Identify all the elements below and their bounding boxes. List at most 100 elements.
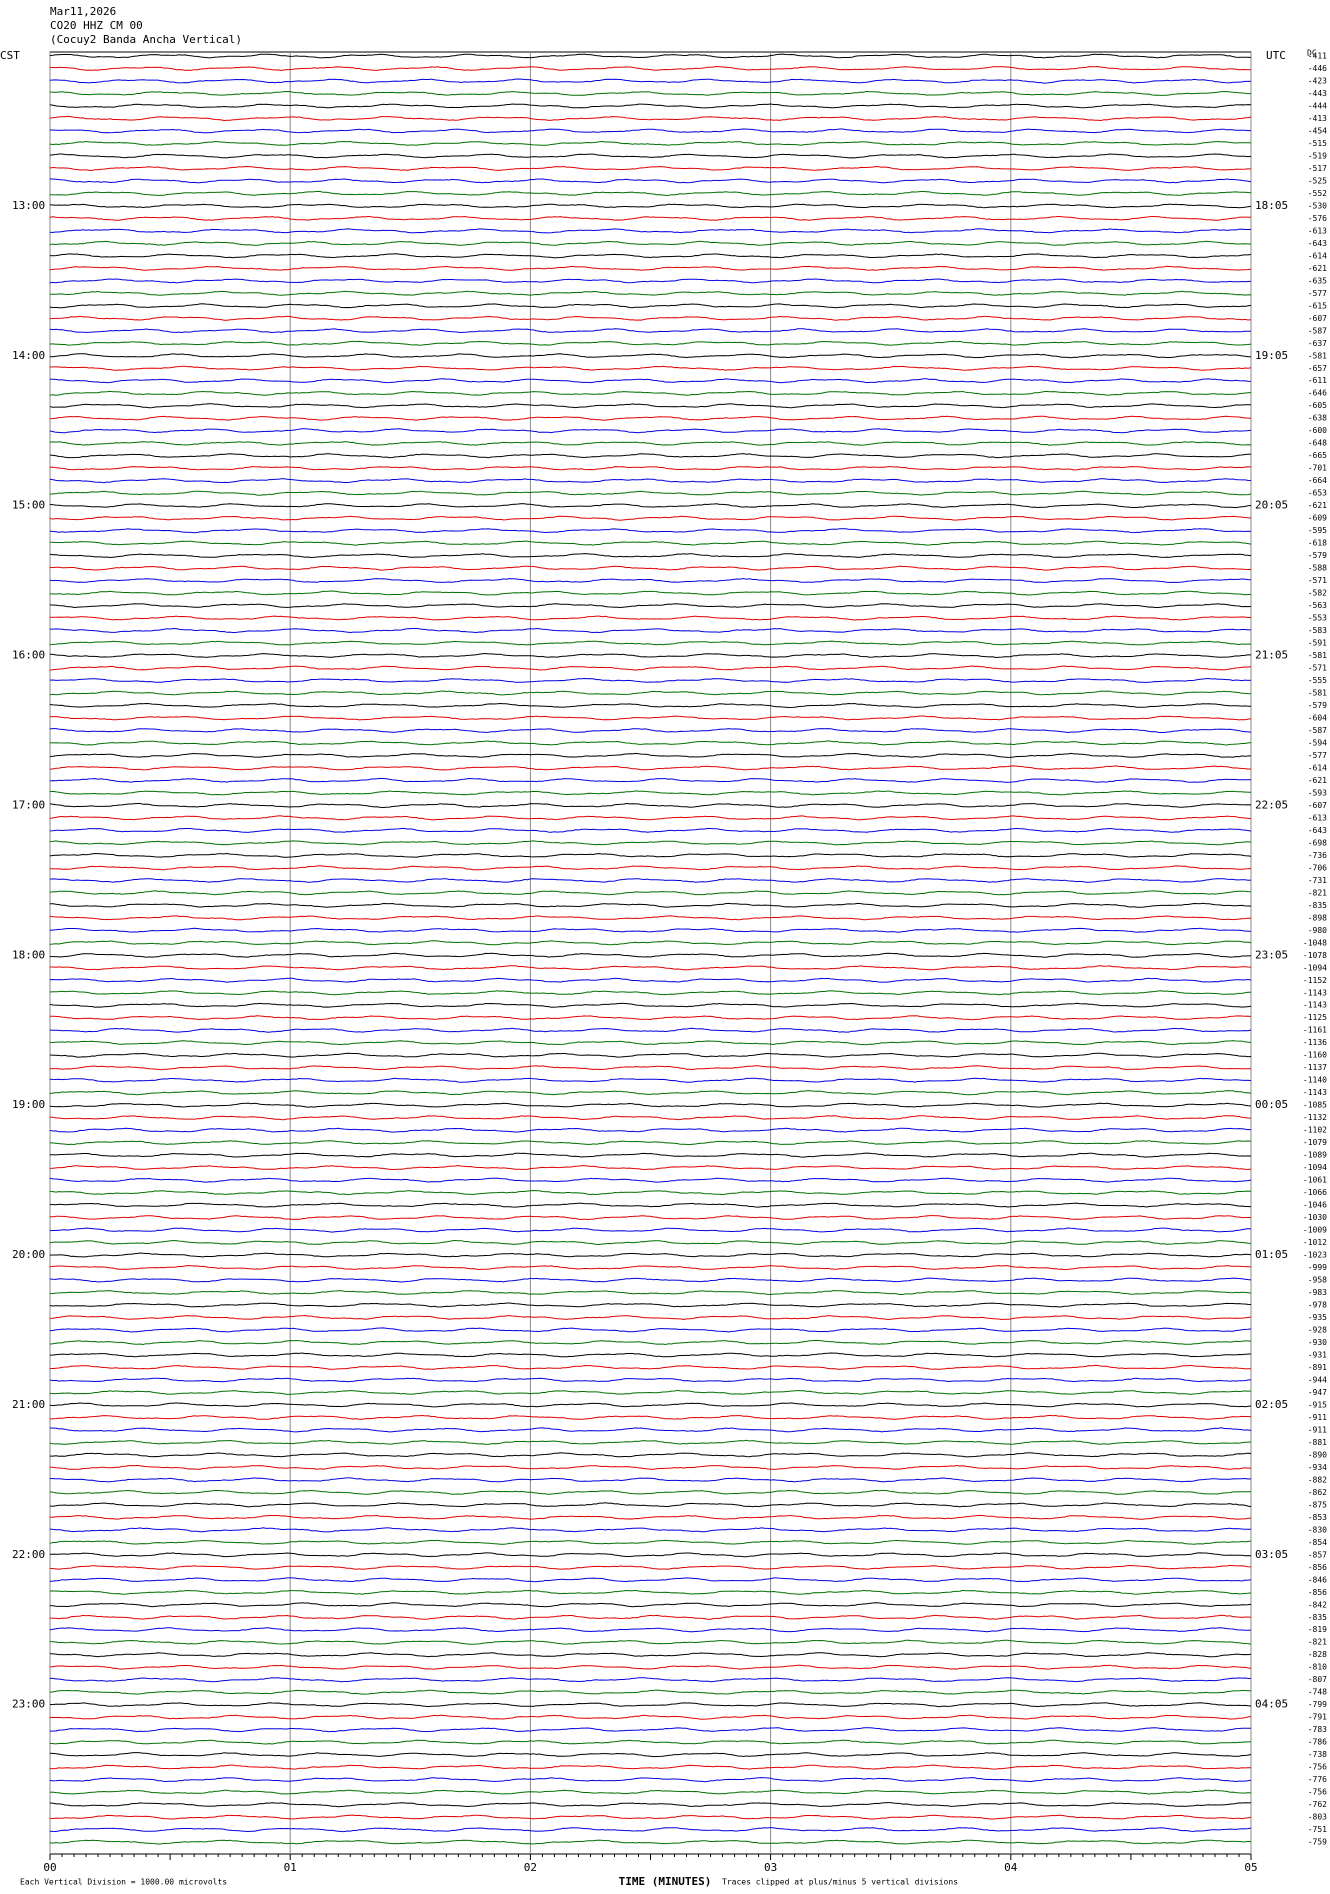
trace — [50, 902, 1252, 908]
trace-offset-label: -615 — [1308, 301, 1327, 310]
cst-hour-label: 16:00 — [12, 649, 45, 662]
trace — [49, 1814, 1252, 1820]
trace — [49, 1327, 1252, 1333]
trace — [49, 927, 1252, 933]
trace-offset-label: -756 — [1308, 1763, 1327, 1772]
trace-offset-label: -563 — [1308, 601, 1327, 610]
trace-offset-label: -854 — [1308, 1538, 1327, 1547]
trace — [49, 790, 1252, 796]
trace — [49, 1090, 1252, 1096]
trace-offset-label: -581 — [1308, 688, 1327, 697]
trace-offset-label: -915 — [1308, 1400, 1327, 1409]
trace-offset-label: -1161 — [1303, 1026, 1327, 1035]
trace-offset-label: -444 — [1308, 101, 1327, 110]
header-description: (Cocuy2 Banda Ancha Vertical) — [50, 33, 242, 46]
trace-offset-label: -935 — [1308, 1313, 1327, 1322]
trace-offset-label: -1030 — [1303, 1213, 1327, 1222]
trace-offset-label: -665 — [1308, 451, 1327, 460]
trace-offset-label: -579 — [1308, 551, 1327, 560]
trace-offset-label: -637 — [1308, 339, 1327, 348]
trace — [50, 1452, 1252, 1458]
trace-offset-label: -862 — [1308, 1488, 1327, 1497]
trace — [49, 1764, 1251, 1770]
trace-offset-label: -810 — [1308, 1663, 1327, 1672]
utc-hour-label: 20:05 — [1255, 499, 1288, 512]
trace — [49, 1552, 1252, 1558]
trace — [49, 490, 1252, 496]
trace-offset-label: -776 — [1308, 1775, 1327, 1784]
trace — [49, 890, 1252, 896]
trace-offset-label: -930 — [1308, 1338, 1327, 1347]
utc-hour-label: 19:05 — [1255, 349, 1288, 362]
trace — [49, 1202, 1252, 1208]
trace-offset-label: -581 — [1308, 651, 1327, 660]
trace-offset-label: -738 — [1308, 1750, 1327, 1759]
trace — [49, 278, 1252, 284]
trace-offset-label: -1140 — [1303, 1076, 1327, 1085]
x-tick-label: 05 — [1244, 1861, 1257, 1874]
trace — [49, 1564, 1252, 1570]
trace-offset-label: -1079 — [1303, 1138, 1327, 1147]
trace-offset-label: -803 — [1308, 1813, 1327, 1822]
trace — [49, 140, 1252, 146]
trace — [49, 728, 1252, 734]
trace-offset-label: -928 — [1308, 1325, 1327, 1334]
trace-offset-label: -638 — [1308, 414, 1327, 423]
trace-offset-label: -958 — [1308, 1276, 1327, 1285]
trace-offset-label: -446 — [1308, 64, 1327, 73]
trace-offset-label: -819 — [1308, 1625, 1327, 1634]
trace-offset-label: -1143 — [1303, 1001, 1327, 1010]
trace-offset-label: -423 — [1308, 76, 1327, 85]
trace-offset-label: -791 — [1308, 1713, 1327, 1722]
utc-hour-label: 23:05 — [1255, 948, 1288, 961]
trace-offset-label: -1078 — [1303, 951, 1327, 960]
trace-offset-label: -600 — [1308, 426, 1327, 435]
trace — [49, 553, 1252, 559]
trace-offset-label: -842 — [1308, 1600, 1327, 1609]
trace — [49, 1389, 1252, 1395]
trace-offset-label: -1085 — [1303, 1101, 1327, 1110]
trace-offset-label: -857 — [1308, 1550, 1327, 1559]
trace — [50, 1352, 1252, 1358]
trace-offset-label: -762 — [1308, 1800, 1327, 1809]
trace — [49, 1127, 1252, 1133]
trace-offset-label: -1009 — [1303, 1226, 1327, 1235]
trace — [49, 478, 1252, 484]
trace — [49, 765, 1252, 771]
cst-hour-label: 13:00 — [12, 199, 45, 212]
trace — [49, 878, 1252, 883]
cst-hour-label: 23:00 — [12, 1698, 45, 1711]
trace-offset-label: -607 — [1308, 314, 1327, 323]
trace — [49, 715, 1252, 721]
trace-offset-label: -643 — [1308, 826, 1327, 835]
trace — [49, 1777, 1252, 1783]
x-tick-label: 04 — [1004, 1861, 1018, 1874]
trace-offset-label: -891 — [1308, 1363, 1327, 1372]
trace — [50, 540, 1252, 546]
trace — [50, 865, 1252, 871]
x-axis-label: TIME (MINUTES) — [619, 1875, 712, 1888]
trace-offset-label: -555 — [1308, 676, 1327, 685]
trace — [49, 1539, 1252, 1545]
trace — [49, 178, 1252, 184]
trace-offset-label: -1143 — [1303, 1088, 1327, 1097]
trace-offset-label: -830 — [1308, 1525, 1327, 1534]
cst-hour-label: 21:00 — [12, 1398, 45, 1411]
trace-offset-label: -594 — [1308, 738, 1327, 747]
trace — [49, 303, 1252, 309]
trace — [49, 1614, 1251, 1620]
trace — [49, 1477, 1252, 1483]
trace — [49, 1639, 1252, 1645]
trace — [49, 1702, 1252, 1708]
trace — [49, 528, 1252, 534]
trace-offset-label: -835 — [1308, 1613, 1327, 1622]
cst-hour-label: 14:00 — [12, 349, 45, 362]
trace-offset-label: -911 — [1308, 1425, 1327, 1434]
corner-label: DC — [1307, 49, 1317, 58]
trace-offset-label: -635 — [1308, 276, 1327, 285]
footer-scale: Each Vertical Division = 1000.00 microvo… — [20, 1878, 227, 1887]
trace — [49, 1152, 1252, 1158]
trace — [49, 240, 1252, 246]
trace-offset-label: -552 — [1308, 189, 1327, 198]
trace-offset-label: -653 — [1308, 489, 1327, 498]
